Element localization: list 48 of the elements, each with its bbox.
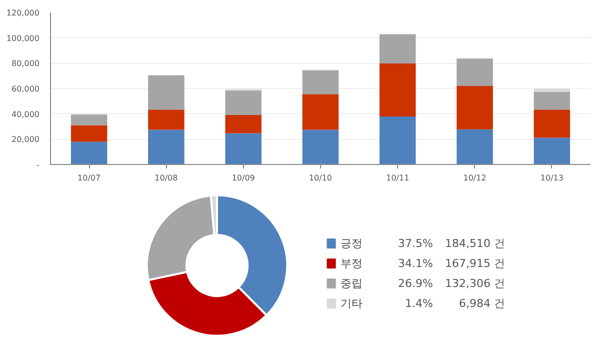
text: 184,510 건 [445,237,505,250]
bar [302,70,339,94]
bar [302,94,339,130]
bar [148,75,184,110]
x-tick-label: 10/09 [232,174,255,182]
legend-label: 기타 [340,297,362,310]
bar [380,116,416,164]
bar [225,114,262,134]
bar [225,133,262,164]
legend-label: 긍정 [340,237,362,250]
legend-label: 부정 [340,257,362,270]
bar [148,110,184,130]
bar [534,92,570,110]
bar [534,110,570,138]
text: 167,915 건 [445,257,505,270]
bar [456,129,493,164]
bar [380,34,416,64]
x-tick-label: 10/11 [386,174,410,182]
bar [456,58,493,86]
x-tick-label: 10/08 [154,174,178,182]
y-tick-label: 100,000 [6,34,40,43]
data-label: 1.4% [405,297,434,310]
bar [148,130,184,164]
bar [225,90,262,115]
text: 6,984 건 [459,297,506,310]
bar [534,138,570,164]
bar [456,86,493,130]
bar [302,130,339,164]
x-tick-label: 10/10 [308,174,332,182]
text: 132,306 건 [445,277,505,290]
x-tick-label: 10/13 [540,174,564,182]
y-tick-label: - [36,160,40,170]
y-tick-label: 40,000 [12,110,40,119]
y-tick-label: 80,000 [12,59,40,68]
data-label: 37.5% [398,237,434,250]
y-tick-label: 60,000 [12,84,40,94]
x-tick-label: 10/07 [78,174,101,182]
y-tick-label: 120,000 [6,8,40,18]
bar [534,88,570,92]
bar [380,64,416,116]
data-label: 34.1% [398,257,434,270]
bar [70,142,108,164]
bar [70,125,108,142]
y-tick-label: 20,000 [12,135,40,144]
legend-label: 중립 [340,277,362,290]
x-tick-label: 10/12 [463,174,486,182]
bar [70,114,108,126]
data-label: 26.9% [398,277,434,290]
